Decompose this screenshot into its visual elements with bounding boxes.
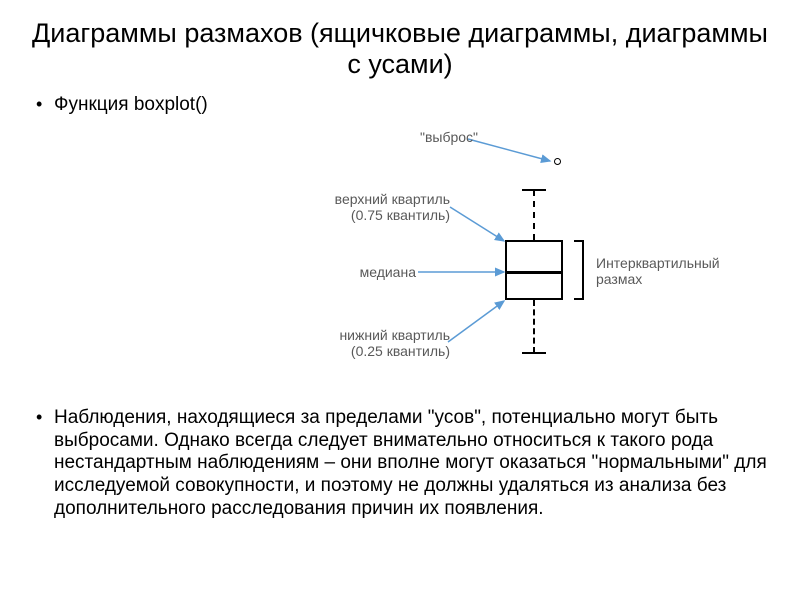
arrow-3 bbox=[448, 301, 504, 342]
boxplot-diagram: "выброс" верхний квартиль(0.75 квантиль) м… bbox=[250, 125, 770, 395]
box bbox=[505, 240, 563, 300]
slide-title: Диаграммы размахов (ящичковые диаграммы,… bbox=[30, 18, 770, 80]
label-outlier: "выброс" bbox=[408, 129, 478, 145]
bullet-list-2: Наблюдения, находящиеся за пределами "ус… bbox=[30, 407, 770, 521]
label-median: медиана bbox=[350, 264, 416, 280]
bullet-list: Функция boxplot() bbox=[30, 94, 770, 117]
arrow-0 bbox=[468, 139, 550, 161]
diagram-container: "выброс" верхний квартиль(0.75 квантиль) м… bbox=[30, 125, 770, 395]
median-line bbox=[505, 271, 563, 274]
whisker-upper bbox=[533, 190, 535, 240]
outlier-point bbox=[554, 158, 561, 165]
slide: Диаграммы размахов (ящичковые диаграммы,… bbox=[0, 0, 800, 600]
label-upper-quartile: верхний квартиль(0.75 квантиль) bbox=[318, 191, 450, 223]
label-iqr: Интерквартильныйразмах bbox=[596, 255, 756, 287]
whisker-cap-top bbox=[522, 189, 546, 191]
whisker-cap-bottom bbox=[522, 352, 546, 354]
bullet-boxplot-fn: Функция boxplot() bbox=[54, 94, 770, 117]
arrow-1 bbox=[450, 207, 504, 241]
label-lower-quartile: нижний квартиль(0.25 квантиль) bbox=[318, 327, 450, 359]
iqr-bracket bbox=[574, 240, 584, 300]
bullet-outliers-note: Наблюдения, находящиеся за пределами "ус… bbox=[54, 407, 770, 521]
whisker-lower bbox=[533, 300, 535, 353]
